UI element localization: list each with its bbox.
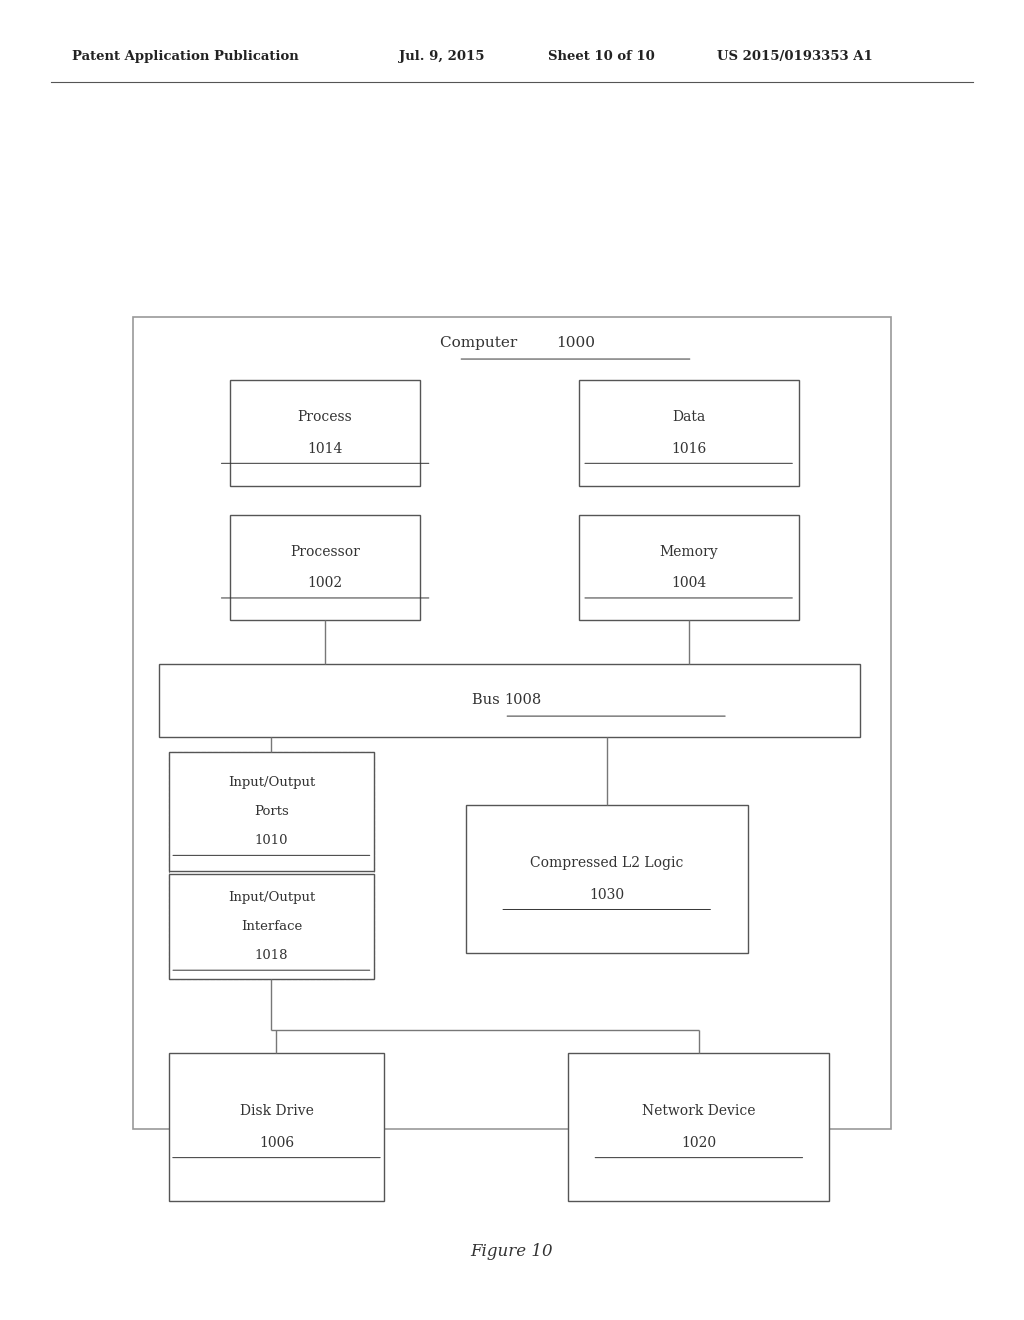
Text: 1014: 1014	[307, 442, 343, 455]
Text: 1008: 1008	[505, 693, 542, 708]
FancyBboxPatch shape	[579, 380, 799, 486]
Text: Network Device: Network Device	[642, 1105, 756, 1118]
Text: 1004: 1004	[671, 577, 707, 590]
Text: 1018: 1018	[255, 949, 288, 962]
Text: Jul. 9, 2015: Jul. 9, 2015	[399, 50, 484, 63]
FancyBboxPatch shape	[169, 752, 374, 979]
Text: 1010: 1010	[255, 834, 288, 847]
FancyBboxPatch shape	[159, 664, 860, 737]
FancyBboxPatch shape	[230, 380, 420, 486]
Text: Computer: Computer	[440, 337, 522, 350]
FancyBboxPatch shape	[466, 805, 748, 953]
Text: Processor: Processor	[290, 545, 360, 558]
Text: 1020: 1020	[681, 1137, 717, 1150]
FancyBboxPatch shape	[133, 317, 891, 1129]
Text: 1002: 1002	[307, 577, 343, 590]
Text: Patent Application Publication: Patent Application Publication	[72, 50, 298, 63]
Text: Bus: Bus	[472, 693, 505, 708]
Text: Memory: Memory	[659, 545, 718, 558]
Text: Sheet 10 of 10: Sheet 10 of 10	[548, 50, 654, 63]
FancyBboxPatch shape	[169, 1053, 384, 1201]
Text: Interface: Interface	[241, 920, 302, 933]
FancyBboxPatch shape	[169, 752, 374, 871]
Text: US 2015/0193353 A1: US 2015/0193353 A1	[717, 50, 872, 63]
Text: Process: Process	[298, 411, 352, 424]
Text: Input/Output: Input/Output	[227, 776, 315, 789]
Text: 1006: 1006	[259, 1137, 294, 1150]
Text: Data: Data	[672, 411, 706, 424]
Text: 1030: 1030	[589, 888, 625, 902]
Text: Disk Drive: Disk Drive	[240, 1105, 313, 1118]
Text: Ports: Ports	[254, 805, 289, 818]
FancyBboxPatch shape	[579, 515, 799, 620]
FancyBboxPatch shape	[230, 515, 420, 620]
Text: 1016: 1016	[671, 442, 707, 455]
FancyBboxPatch shape	[169, 874, 374, 979]
Text: Input/Output: Input/Output	[227, 891, 315, 904]
Text: 1000: 1000	[556, 337, 595, 350]
Text: Figure 10: Figure 10	[471, 1243, 553, 1259]
FancyBboxPatch shape	[568, 1053, 829, 1201]
Text: Compressed L2 Logic: Compressed L2 Logic	[530, 857, 683, 870]
